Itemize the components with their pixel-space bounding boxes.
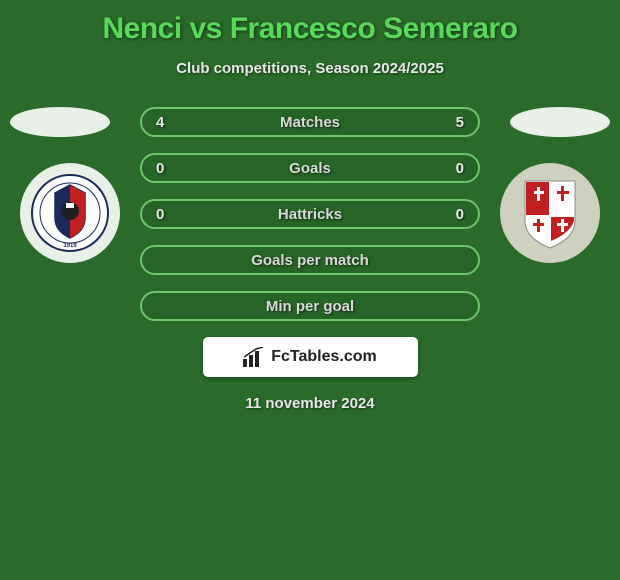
sestri-levante-badge-icon: 1919 xyxy=(30,173,110,253)
stat-left-value: 4 xyxy=(156,114,164,131)
stat-row-goals: 0 Goals 0 xyxy=(140,153,480,183)
subtitle: Club competitions, Season 2024/2025 xyxy=(0,60,620,77)
stats-container: 4 Matches 5 0 Goals 0 0 Hattricks 0 Goal… xyxy=(140,107,480,321)
stat-left-value: 0 xyxy=(156,160,164,177)
logo-text: FcTables.com xyxy=(271,348,377,366)
stat-right-value: 5 xyxy=(456,114,464,131)
player-right-ellipse xyxy=(510,107,610,137)
chart-icon xyxy=(243,347,265,367)
stat-left-value: 0 xyxy=(156,206,164,223)
page-title: Nenci vs Francesco Semeraro xyxy=(0,0,620,46)
stat-row-matches: 4 Matches 5 xyxy=(140,107,480,137)
stat-label: Min per goal xyxy=(266,298,354,315)
fctables-logo[interactable]: FcTables.com xyxy=(203,337,418,377)
stat-right-value: 0 xyxy=(456,160,464,177)
stat-row-goals-per-match: Goals per match xyxy=(140,245,480,275)
club-badge-right xyxy=(500,163,600,263)
stat-label: Goals per match xyxy=(251,252,369,269)
stat-label: Goals xyxy=(289,160,331,177)
stat-label: Hattricks xyxy=(278,206,342,223)
comparison-panel: 1919 4 Matches 5 0 Goals xyxy=(0,107,620,412)
club-badge-left: 1919 xyxy=(20,163,120,263)
stat-row-min-per-goal: Min per goal xyxy=(140,291,480,321)
stat-right-value: 0 xyxy=(456,206,464,223)
stat-row-hattricks: 0 Hattricks 0 xyxy=(140,199,480,229)
svg-text:1919: 1919 xyxy=(63,243,77,249)
rimini-badge-icon xyxy=(510,173,590,253)
stat-label: Matches xyxy=(280,114,340,131)
player-left-ellipse xyxy=(10,107,110,137)
date-text: 11 november 2024 xyxy=(0,395,620,412)
